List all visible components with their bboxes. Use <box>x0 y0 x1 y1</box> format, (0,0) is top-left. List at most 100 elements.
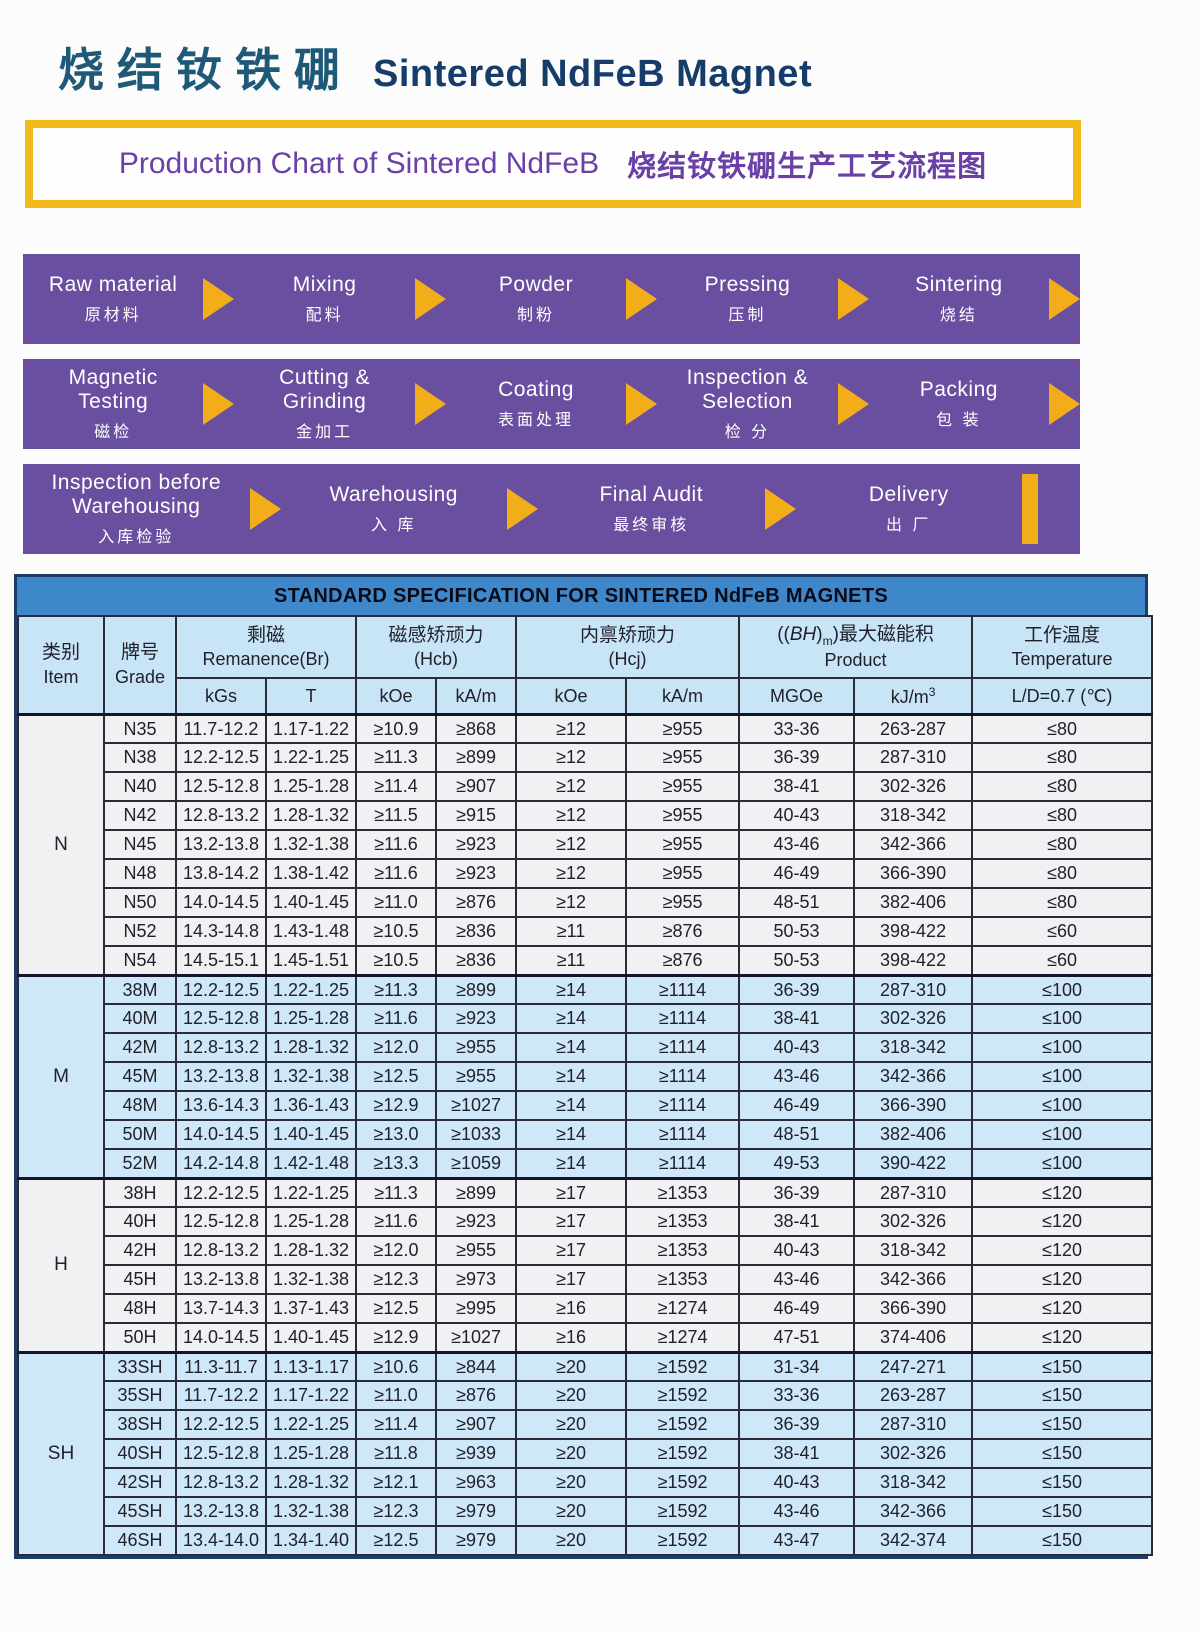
value-cell: 1.34-1.40 <box>264 1525 358 1557</box>
header-product: ((BH)m)最大磁能积 Product <box>738 614 974 680</box>
spec-row: 50M 14.0-14.5 1.40-1.45 ≥13.0 ≥1033 ≥14 ≥1114 4… <box>18 1119 1154 1151</box>
value-cell: ≥12 <box>515 858 628 890</box>
header-grade-en: Grade <box>114 667 166 688</box>
grade-cell: N42 <box>103 800 177 832</box>
grade-cell: 46SH <box>103 1525 177 1557</box>
value-cell: ≥20 <box>515 1438 628 1470</box>
value-cell: 46-49 <box>738 1090 856 1122</box>
value-cell: ≥20 <box>515 1496 628 1528</box>
value-cell: ≤150 <box>971 1525 1154 1557</box>
group-label: SH <box>17 1350 105 1557</box>
value-cell: ≥10.6 <box>355 1350 438 1383</box>
value-cell: ≤80 <box>971 858 1154 890</box>
value-cell: 43-46 <box>738 1496 856 1528</box>
arrow-right-icon <box>507 488 538 530</box>
grade-cell: 40SH <box>103 1438 177 1470</box>
value-cell: 398-422 <box>853 945 974 977</box>
spec-row: 48H 13.7-14.3 1.37-1.43 ≥12.5 ≥995 ≥16 ≥1274 46… <box>18 1293 1154 1325</box>
spec-row: 42H 12.8-13.2 1.28-1.32 ≥12.0 ≥955 ≥17 ≥1353 40… <box>18 1235 1154 1267</box>
spec-row: 42SH 12.8-13.2 1.28-1.32 ≥12.1 ≥963 ≥20 ≥1592 4… <box>18 1467 1154 1499</box>
flow-step-label-zh: 制粉 <box>517 306 556 324</box>
header-product-en: Product <box>824 649 887 670</box>
flow-step-label-en: Powder <box>498 273 574 297</box>
flow-step-label-zh: 磁检 <box>94 423 133 441</box>
value-cell: 40-43 <box>738 1032 856 1064</box>
value-cell: ≥955 <box>435 1061 518 1093</box>
grade-cell: 50H <box>103 1322 177 1354</box>
value-cell: ≥876 <box>435 887 518 919</box>
value-cell: ≥876 <box>435 1380 518 1412</box>
value-cell: ≥14 <box>515 1090 628 1122</box>
value-cell: ≥12.0 <box>355 1032 438 1064</box>
value-cell: ≥1592 <box>625 1380 741 1412</box>
value-cell: ≥12.1 <box>355 1467 438 1499</box>
value-cell: 36-39 <box>738 742 856 774</box>
flow-step: Final Audit 最终审核 <box>538 483 765 535</box>
value-cell: 46-49 <box>738 858 856 890</box>
spec-row: N52 14.3-14.8 1.43-1.48 ≥10.5 ≥836 ≥11 ≥876 50-… <box>18 916 1154 948</box>
value-cell: ≥20 <box>515 1380 628 1412</box>
arrow-right-icon <box>837 383 869 425</box>
value-cell: ≥20 <box>515 1467 628 1499</box>
value-cell: ≥11.3 <box>355 742 438 774</box>
value-cell: ≥12 <box>515 771 628 803</box>
spec-row: N38 12.2-12.5 1.22-1.25 ≥11.3 ≥899 ≥12 ≥955 36-… <box>18 742 1154 774</box>
value-cell: 50-53 <box>738 945 856 977</box>
arrow-right-icon <box>249 488 281 530</box>
value-cell: ≥955 <box>625 887 741 919</box>
value-cell: ≤60 <box>971 916 1154 948</box>
flow-step-label-zh: 压制 <box>728 306 767 324</box>
value-cell: 342-366 <box>853 1496 974 1528</box>
unit-mgoe: MGOe <box>738 677 856 716</box>
flow-step: Delivery 出 厂 <box>796 483 1023 535</box>
header-hcj: 内禀矫顽力 (Hcj) <box>515 614 741 680</box>
header-hcj-zh: 内禀矫顽力 <box>580 624 676 646</box>
unit-hcj-koe: kOe <box>515 677 628 716</box>
value-cell: 12.8-13.2 <box>175 1235 267 1267</box>
value-cell: 1.32-1.38 <box>264 1496 358 1528</box>
header-grade: 牌号 Grade <box>103 614 177 716</box>
value-cell: 14.3-14.8 <box>175 916 267 948</box>
value-cell: 12.2-12.5 <box>175 973 267 1006</box>
value-cell: 1.32-1.38 <box>264 1264 358 1296</box>
spec-row: N42 12.8-13.2 1.28-1.32 ≥11.5 ≥915 ≥12 ≥955 40-… <box>18 800 1154 832</box>
arrow-right-icon <box>626 278 658 320</box>
spec-row: 40M 12.5-12.8 1.25-1.28 ≥11.6 ≥923 ≥14 ≥1114 38… <box>18 1003 1154 1035</box>
value-cell: ≥1027 <box>435 1322 518 1354</box>
flow-step-label-en: Coating <box>498 378 574 402</box>
value-cell: ≤120 <box>971 1322 1154 1354</box>
value-cell: ≥12.5 <box>355 1293 438 1325</box>
flow-step-label-zh: 出 厂 <box>886 516 932 534</box>
value-cell: ≥955 <box>625 800 741 832</box>
grade-cell: 38M <box>103 973 177 1006</box>
flow-step: Magnetic Testing 磁检 <box>23 366 203 441</box>
flow-step-label-zh: 检 分 <box>724 423 771 441</box>
value-cell: ≤120 <box>971 1264 1154 1296</box>
value-cell: 12.8-13.2 <box>175 1032 267 1064</box>
flow-step-label-zh: 表面处理 <box>498 411 575 429</box>
flow-step-label-zh: 包 装 <box>936 411 982 429</box>
value-cell: 13.6-14.3 <box>175 1090 267 1122</box>
value-cell: 1.28-1.32 <box>264 1032 358 1064</box>
value-cell: 1.22-1.25 <box>264 742 358 774</box>
value-cell: ≥979 <box>435 1496 518 1528</box>
value-cell: ≥11.0 <box>355 887 438 919</box>
value-cell: ≥1114 <box>625 1061 741 1093</box>
grade-cell: N40 <box>103 771 177 803</box>
value-cell: ≥1353 <box>625 1206 741 1238</box>
page-title-english: Sintered NdFeB Magnet <box>373 53 813 95</box>
value-cell: 1.25-1.28 <box>264 1438 358 1470</box>
flow-step-label-zh: 金加工 <box>296 423 354 441</box>
arrow-right-icon <box>414 278 446 320</box>
flow-step: Coating 表面处理 <box>446 378 626 430</box>
flow-step: Inspection & Selection 检 分 <box>657 366 837 441</box>
value-cell: ≥1027 <box>435 1090 518 1122</box>
flow-step-label-en: Inspection before Warehousing <box>51 471 222 518</box>
header-hcb-en: (Hcb) <box>414 649 459 670</box>
value-cell: ≥12 <box>515 742 628 774</box>
value-cell: 13.2-13.8 <box>175 1264 267 1296</box>
value-cell: 390-422 <box>853 1148 974 1180</box>
value-cell: ≤120 <box>971 1293 1154 1325</box>
arrow-right-icon <box>1049 383 1080 425</box>
value-cell: ≥14 <box>515 1032 628 1064</box>
